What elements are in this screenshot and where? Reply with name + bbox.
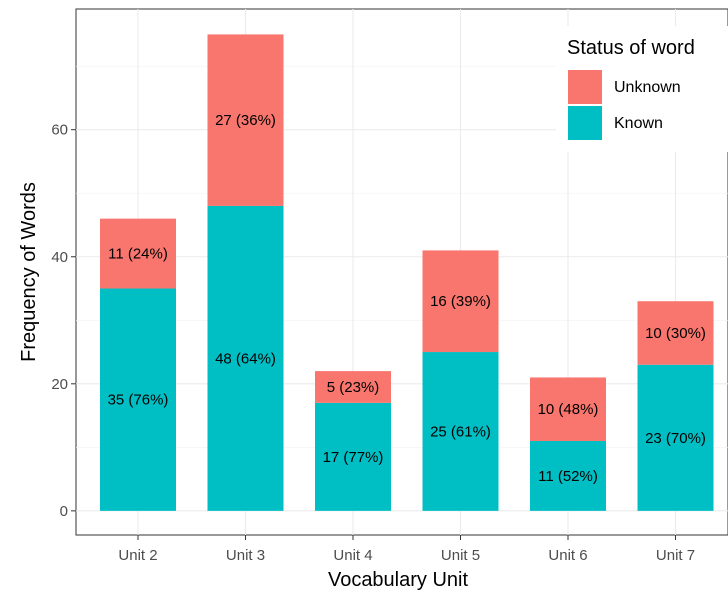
bar-known <box>315 402 391 511</box>
legend-key-unknown <box>568 70 602 104</box>
x-tick-label: Unit 4 <box>333 547 372 564</box>
bars-layer <box>100 34 714 511</box>
bar-label: 10 (30%) <box>645 325 706 342</box>
bar-unknown <box>637 301 714 365</box>
y-tick-label: 60 <box>51 122 68 139</box>
legend-title: Status of word <box>567 37 695 59</box>
bar-label: 23 (70%) <box>645 430 706 447</box>
bar-unknown <box>207 34 284 206</box>
bar-label: 11 (24%) <box>108 246 168 263</box>
y-axis: 0 20 40 60 <box>51 122 76 520</box>
bar-known <box>530 440 606 511</box>
bar-label: 25 (61%) <box>430 423 491 440</box>
bar-known <box>422 352 499 511</box>
legend-label-known: Known <box>614 115 663 132</box>
y-tick-label: 0 <box>60 503 68 520</box>
bar-unknown <box>315 371 391 403</box>
x-axis: Unit 2 Unit 3 Unit 4 Unit 5 Unit 6 Unit 7 <box>118 535 695 564</box>
bar-label: 16 (39%) <box>430 293 491 310</box>
legend: Status of word Unknown Known <box>556 26 728 152</box>
bar-unknown <box>100 218 176 289</box>
legend-key-known <box>568 106 602 140</box>
bar-label: 5 (23%) <box>327 379 380 396</box>
bar-label: 27 (36%) <box>215 112 276 129</box>
x-tick-label: Unit 5 <box>441 547 480 564</box>
y-tick-label: 20 <box>51 376 68 393</box>
bar-label: 11 (52%) <box>538 468 598 485</box>
bar-label: 17 (77%) <box>323 449 384 466</box>
x-tick-label: Unit 6 <box>548 547 587 564</box>
legend-items: Unknown Known <box>568 70 681 140</box>
y-axis-title: Frequency of Words <box>18 182 40 362</box>
x-tick-label: Unit 3 <box>226 547 265 564</box>
x-axis-title: Vocabulary Unit <box>328 569 469 591</box>
bar-labels-layer: 35 (76%) 11 (24%) 48 (64%) 27 (36%) 17 (77%)… <box>108 112 706 485</box>
bar-label: 10 (48%) <box>538 401 599 418</box>
x-tick-label: Unit 2 <box>118 547 157 564</box>
bar-known <box>637 364 714 511</box>
y-tick-label: 40 <box>51 249 68 266</box>
bar-unknown <box>530 377 606 441</box>
bar-label: 35 (76%) <box>108 392 169 409</box>
x-tick-label: Unit 7 <box>656 547 695 564</box>
bar-known <box>100 288 176 511</box>
legend-label-unknown: Unknown <box>614 79 681 96</box>
bar-known <box>207 205 284 511</box>
bar-unknown <box>422 250 499 353</box>
bar-label: 48 (64%) <box>215 350 276 367</box>
